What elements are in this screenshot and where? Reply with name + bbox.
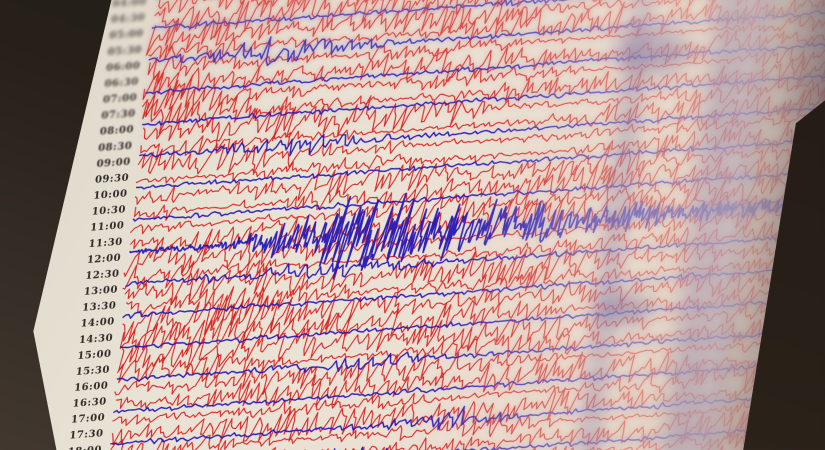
time-label: 05:00: [108, 28, 144, 42]
time-label: 10:30: [91, 204, 127, 218]
time-label: 07:00: [102, 92, 138, 106]
time-label: 10:00: [92, 188, 128, 202]
time-label: 09:00: [95, 156, 132, 170]
time-label: 05:30: [107, 44, 143, 58]
time-label: 14:00: [79, 316, 116, 330]
time-label: 11:30: [87, 236, 124, 250]
time-label: 13:00: [83, 284, 119, 298]
time-label: 17:00: [70, 412, 106, 426]
time-label: 06:30: [103, 76, 140, 90]
blue-trace-row: [148, 0, 825, 67]
red-trace-row: [141, 10, 825, 120]
time-label: 15:30: [75, 364, 111, 378]
time-label: 07:30: [100, 108, 136, 122]
time-label: 16:30: [71, 396, 108, 410]
time-label: 17:30: [68, 428, 104, 442]
seismogram-traces-blur-right: [79, 0, 825, 450]
time-label: 14:30: [78, 332, 114, 346]
time-label: 08:00: [99, 124, 135, 138]
time-label: 15:00: [76, 348, 112, 362]
red-trace-row: [123, 174, 825, 277]
red-trace-row: [122, 184, 825, 290]
time-label: 11:00: [89, 220, 125, 234]
time-label: 12:00: [86, 252, 122, 266]
time-label: 13:30: [81, 300, 117, 314]
time-label: 06:00: [105, 60, 141, 74]
time-label: 08:30: [97, 140, 133, 154]
time-label: 12:30: [84, 268, 120, 282]
helicorder-display: 04:00 04:30 05:00 05:30 06:00 06:30 07:00 07:30…: [26, 0, 825, 450]
red-trace-row: [114, 297, 825, 396]
seismogram-svg: [101, 0, 825, 450]
scale-side-label-text: SME = 50000: [25, 118, 44, 199]
time-label: 16:00: [73, 380, 109, 394]
time-label: 09:30: [94, 172, 130, 186]
time-label: 04:30: [110, 12, 146, 26]
